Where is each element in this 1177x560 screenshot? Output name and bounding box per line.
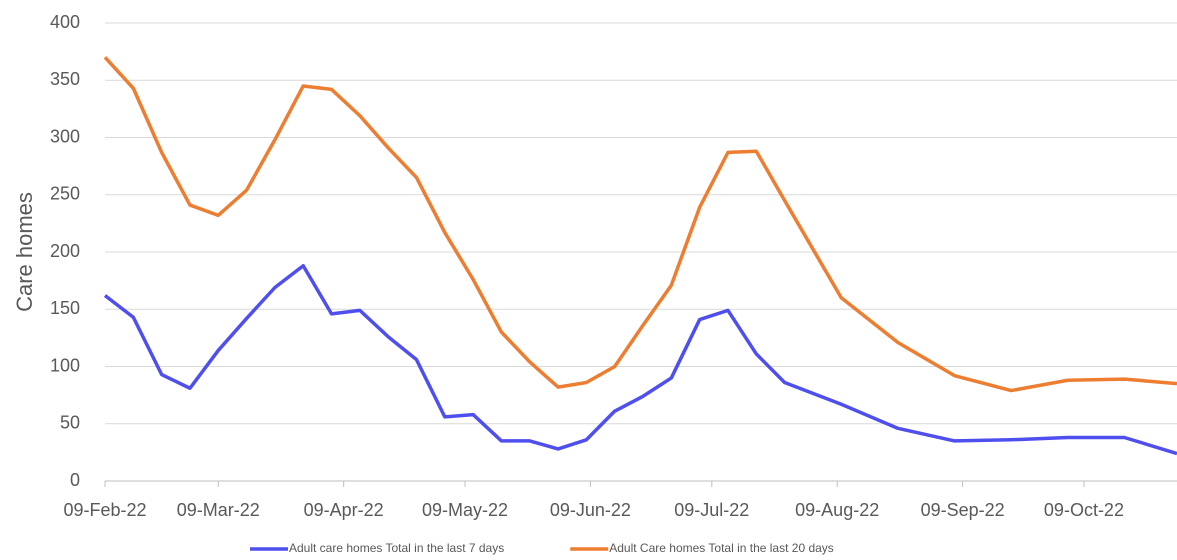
x-tick-label: 09-Apr-22 [304, 500, 384, 520]
legend-label: Adult care homes Total in the last 7 day… [289, 541, 504, 555]
y-tick-label: 400 [50, 12, 80, 32]
series-line [103, 263, 1177, 456]
x-tick-label: 09-Jun-22 [550, 500, 631, 520]
y-tick-label: 50 [60, 413, 80, 433]
y-tick-label: 250 [50, 184, 80, 204]
y-tick-label: 300 [50, 126, 80, 146]
series-line [103, 56, 1177, 393]
y-tick-label: 350 [50, 69, 80, 89]
y-tick-label: 100 [50, 355, 80, 375]
y-tick-label: 200 [50, 241, 80, 261]
x-tick-label: 09-Feb-22 [63, 500, 146, 520]
x-tick-label: 09-Oct-22 [1044, 500, 1124, 520]
y-tick-label: 150 [50, 298, 80, 318]
x-tick-label: 09-May-22 [422, 500, 508, 520]
x-tick-label: 09-Mar-22 [177, 500, 260, 520]
legend-label: Adult Care homes Total in the last 20 da… [609, 541, 834, 555]
y-tick-label: 0 [70, 470, 80, 490]
x-tick-label: 09-Jul-22 [674, 500, 749, 520]
y-axis-title: Care homes [12, 192, 37, 312]
x-tick-label: 09-Aug-22 [795, 500, 879, 520]
x-tick-label: 09-Sep-22 [921, 500, 1005, 520]
